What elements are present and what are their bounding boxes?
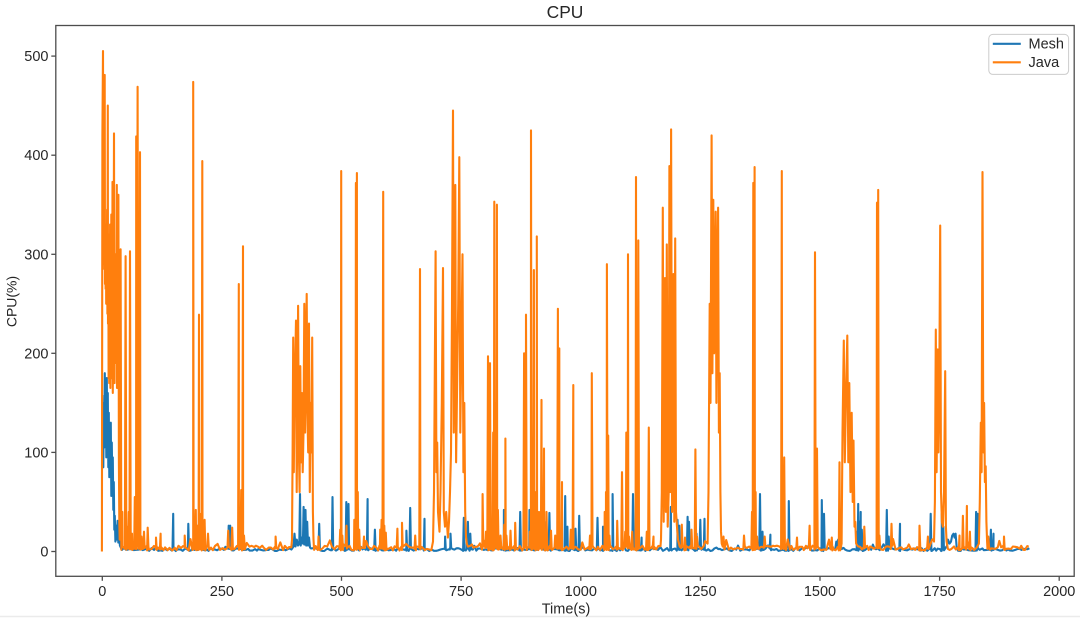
svg-text:1250: 1250 [684,584,716,600]
svg-text:CPU: CPU [547,2,584,22]
svg-text:500: 500 [329,584,353,600]
svg-text:2000: 2000 [1043,584,1075,600]
svg-text:400: 400 [24,148,48,164]
svg-text:300: 300 [24,247,48,263]
svg-text:Time(s): Time(s) [542,602,591,618]
svg-text:Java: Java [1029,55,1061,71]
svg-text:200: 200 [24,346,48,362]
svg-text:CPU(%): CPU(%) [4,276,20,327]
svg-text:0: 0 [98,584,106,600]
svg-text:250: 250 [210,584,234,600]
svg-text:1500: 1500 [804,584,836,600]
svg-text:500: 500 [24,49,48,65]
svg-text:1750: 1750 [923,584,955,600]
svg-text:0: 0 [40,545,48,561]
svg-text:Mesh: Mesh [1029,37,1064,53]
svg-text:100: 100 [24,445,48,461]
svg-text:1000: 1000 [565,584,597,600]
svg-text:750: 750 [449,584,473,600]
